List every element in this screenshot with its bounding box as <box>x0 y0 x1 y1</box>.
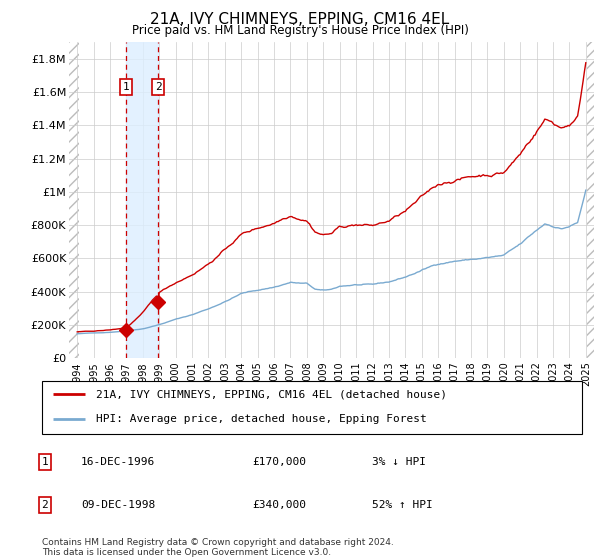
Text: 21A, IVY CHIMNEYS, EPPING, CM16 4EL (detached house): 21A, IVY CHIMNEYS, EPPING, CM16 4EL (det… <box>96 389 447 399</box>
Text: 09-DEC-1998: 09-DEC-1998 <box>81 500 155 510</box>
Text: 21A, IVY CHIMNEYS, EPPING, CM16 4EL: 21A, IVY CHIMNEYS, EPPING, CM16 4EL <box>151 12 449 27</box>
Text: HPI: Average price, detached house, Epping Forest: HPI: Average price, detached house, Eppi… <box>96 414 427 424</box>
Text: 16-DEC-1996: 16-DEC-1996 <box>81 457 155 467</box>
Text: £170,000: £170,000 <box>252 457 306 467</box>
Text: 1: 1 <box>41 457 49 467</box>
Text: Price paid vs. HM Land Registry's House Price Index (HPI): Price paid vs. HM Land Registry's House … <box>131 24 469 36</box>
Bar <box>126 42 158 358</box>
FancyBboxPatch shape <box>42 381 582 434</box>
Text: 1: 1 <box>122 82 129 92</box>
Text: 2: 2 <box>155 82 161 92</box>
Text: 2: 2 <box>41 500 49 510</box>
Text: 52% ↑ HPI: 52% ↑ HPI <box>372 500 433 510</box>
Text: Contains HM Land Registry data © Crown copyright and database right 2024.
This d: Contains HM Land Registry data © Crown c… <box>42 538 394 557</box>
Text: £340,000: £340,000 <box>252 500 306 510</box>
Text: 3% ↓ HPI: 3% ↓ HPI <box>372 457 426 467</box>
